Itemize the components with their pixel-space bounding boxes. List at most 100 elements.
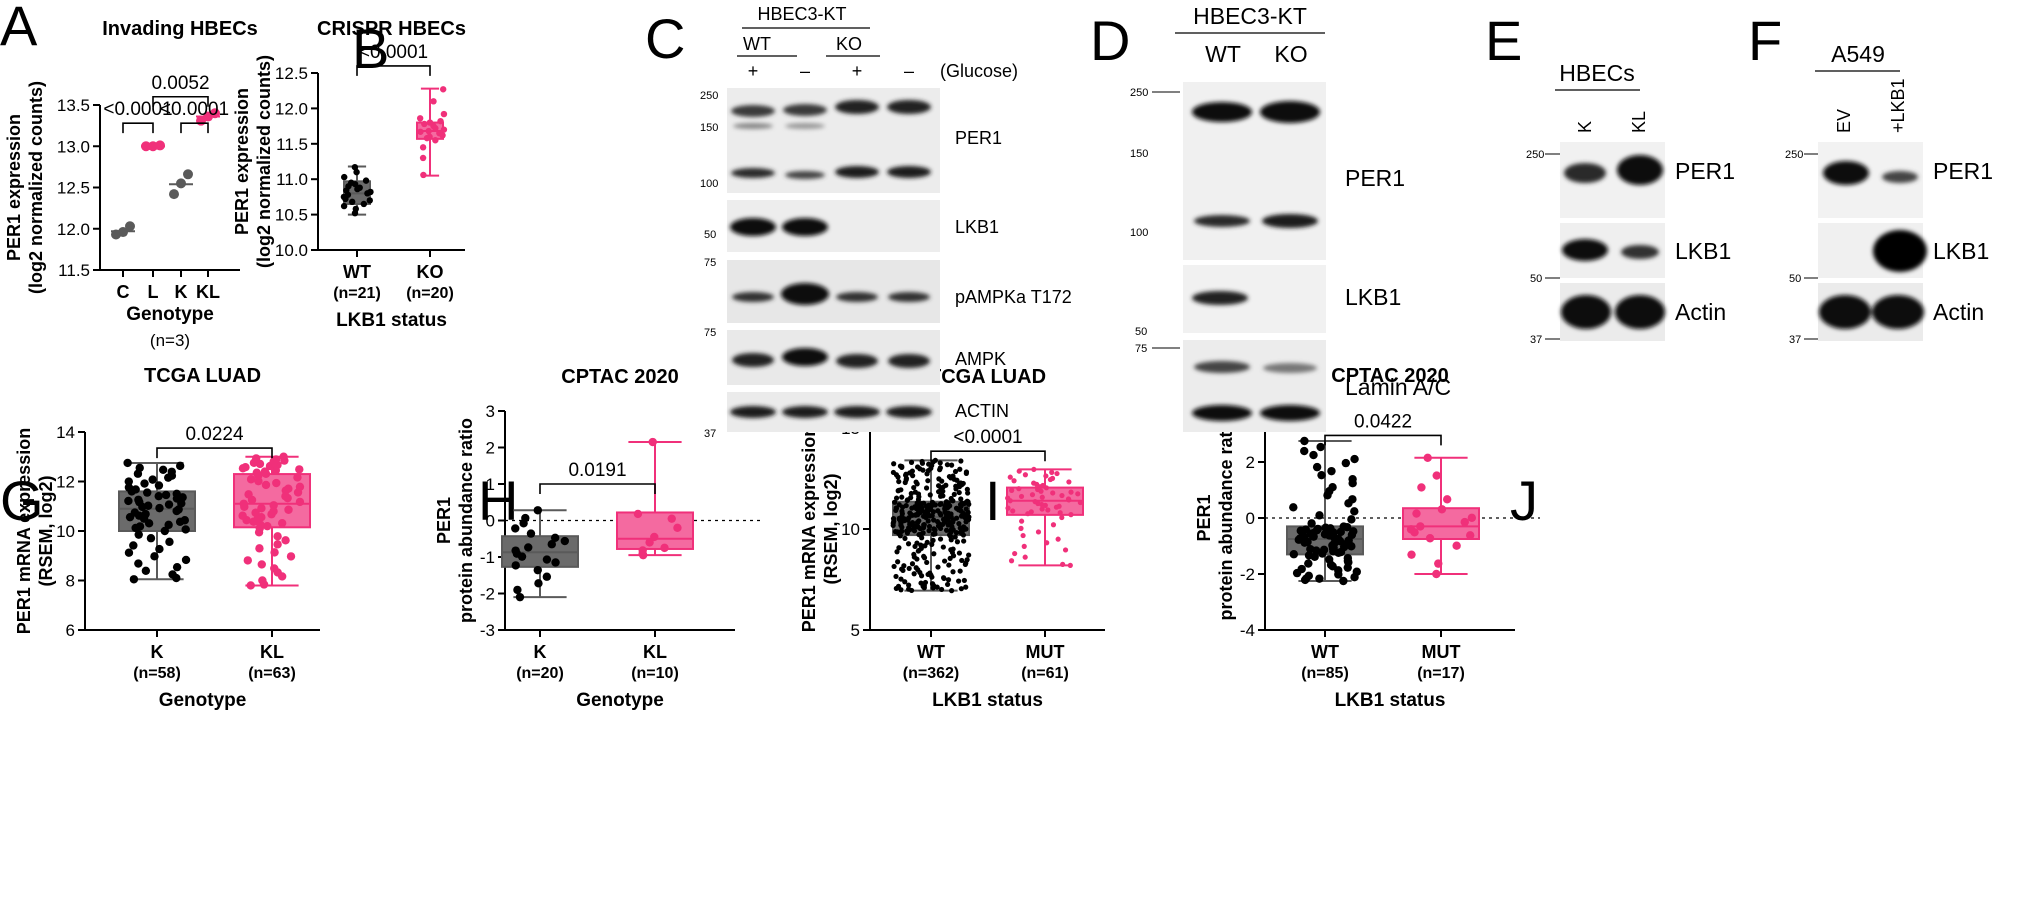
chart-i-point-0-85 [902, 535, 908, 541]
chart-i-point-0-253 [896, 502, 902, 508]
chart-g-point-0-11 [165, 537, 174, 547]
chart-j-bracket-0 [1324, 434, 1442, 446]
chart-i-point-0-349 [897, 463, 904, 469]
chart-i-point-1-37 [1029, 492, 1036, 498]
blot-c-lane-2: – [800, 61, 810, 81]
chart-i-ncount-1: (n=61) [1021, 665, 1069, 682]
chart-panel-h: -3 -2 -1 0 1 2 3 CPTAC 2020 PER1 protein abundanc… [434, 366, 760, 711]
chart-i-point-0-157 [934, 519, 941, 525]
band-e-per1-k [1564, 163, 1606, 183]
chart-i-point-0-268 [892, 499, 898, 505]
chart-i-point-0-49 [924, 559, 930, 566]
chart-i-point-0-53 [964, 557, 970, 563]
blot-c-mw-75a: 75 [704, 257, 716, 269]
chart-g-point-1-5 [270, 564, 279, 573]
band-d-lamin-upper-ko [1263, 363, 1317, 373]
chart-j-point-0-67 [1350, 507, 1359, 516]
chart-i-point-0-131 [960, 524, 967, 530]
chart-i-point-0-52 [959, 557, 965, 564]
chart-j-point-1-12 [1437, 505, 1447, 514]
chart-g-point-0-8 [124, 548, 134, 557]
chart-h-ytick-label-2: -1 [480, 548, 495, 567]
chart-i-point-0-16 [944, 581, 951, 588]
chart-g-point-0-32 [164, 500, 174, 509]
chart-h-point-0-0 [515, 592, 525, 602]
band-d-per1-lower-ko [1262, 214, 1318, 228]
chart-g-point-0-29 [155, 503, 164, 513]
chart-a-point-2-1 [176, 178, 186, 189]
chart-i-point-1-8 [1055, 536, 1061, 542]
chart-g-point-0-12 [146, 534, 156, 543]
blot-d-header: HBEC3-KT [1193, 3, 1307, 29]
chart-i-point-0-336 [963, 469, 970, 475]
chart-j-ylabel-line1: PER1 [1194, 494, 1214, 541]
chart-h-point-1-8 [633, 509, 643, 519]
chart-i-point-0-10 [893, 585, 899, 592]
chart-i-point-0-147 [956, 521, 962, 527]
chart-i-point-0-289 [908, 490, 914, 497]
chart-b-point-1-7 [436, 129, 443, 137]
chart-g-point-1-6 [257, 560, 266, 569]
chart-b-point-1-17 [440, 110, 448, 118]
chart-b-point-0-10 [367, 188, 374, 196]
blot-e-label-per1: PER1 [1675, 158, 1735, 184]
blot-e-label-actin: Actin [1675, 299, 1726, 325]
chart-g-point-0-9 [155, 544, 164, 554]
chart-i-point-1-34 [1039, 494, 1045, 500]
chart-i-point-1-24 [1056, 503, 1062, 509]
chart-j-point-0-21 [1289, 550, 1299, 559]
chart-j-point-0-0 [1339, 576, 1348, 586]
chart-a-xlabel: Genotype [126, 304, 214, 325]
chart-i-point-0-109 [899, 528, 905, 534]
chart-i-point-0-292 [912, 489, 918, 495]
chart-h-ytick-label-1: -2 [480, 585, 495, 604]
chart-i-point-0-281 [899, 494, 905, 500]
chart-i-point-0-12 [963, 584, 969, 590]
chart-g-point-0-13 [134, 530, 143, 539]
chart-i-point-1-35 [1018, 493, 1025, 500]
chart-g-point-0-39 [154, 491, 163, 501]
blot-e-mw-50: 50 [1530, 273, 1542, 285]
chart-b-point-0-3 [360, 200, 368, 208]
chart-j-point-1-3 [1452, 541, 1461, 550]
chart-g-point-0-4 [172, 562, 182, 572]
chart-h-ytick-label-6: 3 [486, 402, 495, 421]
chart-j-point-0-80 [1350, 454, 1359, 464]
band-c-per1-lower-1 [731, 168, 775, 178]
chart-i-point-0-33 [927, 570, 933, 576]
chart-i-point-0-356 [937, 460, 943, 466]
chart-h-point-0-12 [547, 540, 556, 549]
band-c-ampk-4 [888, 354, 930, 368]
chart-h-point-0-3 [542, 572, 552, 581]
panel-letter-c: C [645, 7, 685, 70]
blot-c-label-lkb1: LKB1 [955, 217, 999, 237]
chart-i-point-0-32 [911, 571, 917, 577]
chart-i-point-0-60 [966, 552, 972, 558]
blot-e-mw-250: 250 [1526, 149, 1544, 161]
chart-g-point-0-14 [160, 526, 170, 536]
chart-a-ytick-label-4: 13.5 [57, 96, 90, 115]
chart-i-point-0-327 [950, 473, 956, 479]
chart-i-point-1-54 [1007, 474, 1013, 480]
chart-a-xcat-3: KL [196, 282, 220, 302]
chart-h-ytick-label-3: 0 [486, 512, 495, 531]
chart-i-point-0-43 [891, 563, 897, 570]
blot-e-lane-kl: KL [1629, 111, 1649, 133]
chart-i-point-0-302 [911, 484, 917, 491]
chart-i-point-0-21 [956, 578, 962, 584]
band-d-lamin-lower-wt [1192, 405, 1252, 421]
chart-i-point-0-287 [951, 491, 957, 498]
chart-i-point-1-32 [1065, 496, 1072, 502]
chart-g-bracket-0 [156, 447, 273, 459]
chart-panel-b: 10.0 10.5 11.0 11.5 12.0 12.5 CRISPR HBECs PER1… [232, 18, 466, 331]
chart-i-point-0-307 [943, 482, 949, 488]
chart-i-ylabel-line2: (RSEM, log2) [821, 473, 841, 584]
chart-i-point-0-217 [935, 508, 941, 514]
chart-b-xcat-0: WT [343, 262, 371, 282]
chart-b-point-0-13 [356, 184, 363, 191]
chart-a-bracket-0 [122, 122, 154, 134]
chart-i-point-1-38 [1075, 491, 1081, 497]
chart-g-xcat-1: KL [260, 642, 284, 662]
band-c-per1-lower-3 [835, 166, 879, 178]
